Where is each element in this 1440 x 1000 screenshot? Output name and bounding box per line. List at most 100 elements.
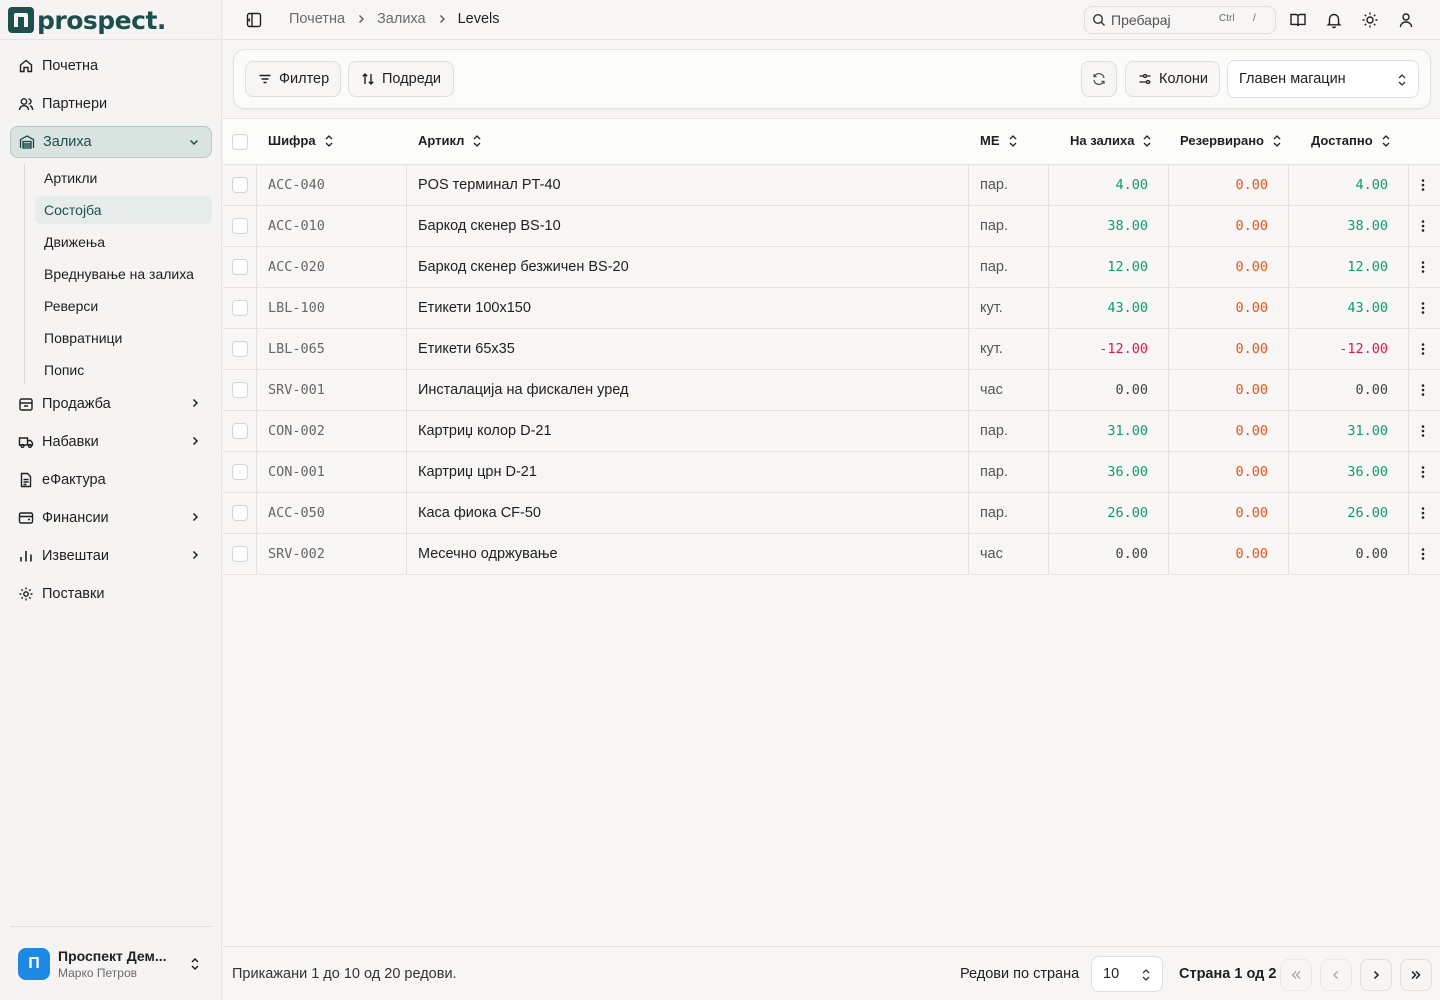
- book-icon[interactable]: [1289, 11, 1307, 29]
- table-row[interactable]: CON-002 Картриџ колор D-21 пар. 31.00 0.…: [223, 411, 1440, 452]
- column-header-reserved[interactable]: Резервирано: [1180, 133, 1283, 148]
- user-icon[interactable]: [1397, 11, 1415, 29]
- row-actions-icon[interactable]: [1416, 342, 1430, 356]
- next-page-button[interactable]: [1360, 959, 1392, 991]
- row-actions-icon[interactable]: [1416, 301, 1430, 315]
- sidebar-subitem-movements[interactable]: Движења: [44, 234, 106, 250]
- search-input[interactable]: Пребарај Ctrl /: [1084, 6, 1276, 34]
- row-checkbox[interactable]: [232, 546, 248, 562]
- table-row[interactable]: LBL-065 Етикети 65x35 кут. -12.00 0.00 -…: [223, 329, 1440, 370]
- cell-reserved: 0.00: [1235, 259, 1268, 275]
- avatar: П: [18, 948, 50, 980]
- sort-icon: [1009, 134, 1016, 147]
- breadcrumb-inventory[interactable]: Залиха: [377, 11, 426, 27]
- row-checkbox[interactable]: [232, 341, 248, 357]
- sun-icon[interactable]: [1361, 11, 1379, 29]
- cell-reserved: 0.00: [1235, 382, 1268, 398]
- table-row[interactable]: ACC-040 POS терминал PT-40 пар. 4.00 0.0…: [223, 165, 1440, 206]
- chevron-right-icon: [192, 512, 199, 522]
- cell-code: LBL-065: [268, 341, 325, 357]
- sidebar-subitem-returns[interactable]: Повратници: [44, 330, 123, 346]
- table-row[interactable]: SRV-001 Инсталација на фискален уред час…: [223, 370, 1440, 411]
- column-divider: [406, 452, 407, 492]
- sidebar-subitem-articles[interactable]: Артикли: [44, 170, 98, 186]
- row-actions-icon[interactable]: [1416, 547, 1430, 561]
- column-divider: [1408, 452, 1409, 492]
- sidebar-subitem-stocktake[interactable]: Попис: [44, 362, 85, 378]
- sort-button[interactable]: Подреди: [348, 61, 454, 97]
- row-actions-icon[interactable]: [1416, 219, 1430, 233]
- row-checkbox[interactable]: [232, 259, 248, 275]
- sidebar-item-sales[interactable]: Продажба: [10, 388, 212, 420]
- sidebar-item-partners[interactable]: Партнери: [10, 88, 212, 120]
- column-header-available[interactable]: Достапно: [1311, 133, 1392, 148]
- refresh-icon: [1093, 73, 1105, 85]
- column-header-code[interactable]: Шифра: [268, 133, 335, 148]
- column-divider: [968, 288, 969, 328]
- row-actions-icon[interactable]: [1416, 178, 1430, 192]
- row-actions-icon[interactable]: [1416, 424, 1430, 438]
- sidebar-item-purchases[interactable]: Набавки: [10, 426, 212, 458]
- table-row[interactable]: ACC-050 Каса фиока CF-50 пар. 26.00 0.00…: [223, 493, 1440, 534]
- sidebar-subitem-valuation[interactable]: Вреднување на залиха: [44, 266, 194, 282]
- sidebar-item-label: Партнери: [42, 96, 108, 112]
- table-row[interactable]: ACC-010 Баркод скенер BS-10 пар. 38.00 0…: [223, 206, 1440, 247]
- sidebar-item-home[interactable]: Почетна: [10, 50, 212, 82]
- column-header-unit[interactable]: МЕ: [980, 133, 1019, 148]
- row-checkbox[interactable]: [232, 382, 248, 398]
- sidebar-item-einvoice[interactable]: еФактура: [10, 464, 212, 496]
- divider: [0, 39, 222, 40]
- user-menu[interactable]: П Проспект Дем... Марко Петров: [18, 946, 212, 982]
- cell-stock: 0.00: [1115, 546, 1148, 562]
- row-checkbox[interactable]: [232, 300, 248, 316]
- column-header-article[interactable]: Артикл: [418, 133, 483, 148]
- row-actions-icon[interactable]: [1416, 383, 1430, 397]
- breadcrumb-home[interactable]: Почетна: [289, 11, 346, 27]
- table-row[interactable]: LBL-100 Етикети 100x150 кут. 43.00 0.00 …: [223, 288, 1440, 329]
- sidebar-item-label: Залиха: [43, 134, 92, 150]
- cell-available: 12.00: [1347, 259, 1388, 275]
- select-all-checkbox[interactable]: [232, 134, 248, 150]
- sidebar-toggle-icon[interactable]: [245, 11, 263, 29]
- row-checkbox[interactable]: [232, 464, 248, 480]
- row-checkbox[interactable]: [232, 177, 248, 193]
- sidebar-subitem-levels[interactable]: Состојба: [35, 196, 212, 224]
- row-checkbox[interactable]: [232, 423, 248, 439]
- refresh-button[interactable]: [1081, 61, 1117, 97]
- table-row[interactable]: CON-001 Картриџ црн D-21 пар. 36.00 0.00…: [223, 452, 1440, 493]
- row-actions-icon[interactable]: [1416, 506, 1430, 520]
- search-placeholder: Пребарај: [1111, 12, 1171, 28]
- columns-button[interactable]: Колони: [1125, 61, 1220, 97]
- bell-icon[interactable]: [1325, 11, 1343, 29]
- row-checkbox[interactable]: [232, 505, 248, 521]
- table-row[interactable]: ACC-020 Баркод скенер безжичен BS-20 пар…: [223, 247, 1440, 288]
- warehouse-select[interactable]: Главен магацин: [1227, 60, 1419, 98]
- table-row[interactable]: SRV-002 Месечно одржување час 0.00 0.00 …: [223, 534, 1440, 575]
- filter-button[interactable]: Филтер: [245, 61, 341, 97]
- column-divider: [256, 165, 257, 205]
- column-divider: [406, 165, 407, 205]
- gear-icon: [18, 586, 34, 602]
- column-header-stock[interactable]: На залиха: [1070, 133, 1153, 148]
- column-divider: [1408, 534, 1409, 574]
- cell-code: LBL-100: [268, 300, 325, 316]
- sidebar-subitem-reverses[interactable]: Реверси: [44, 298, 99, 314]
- column-divider: [1288, 370, 1289, 410]
- sidebar-item-inventory[interactable]: Залиха: [10, 126, 212, 158]
- previous-page-button[interactable]: [1320, 959, 1352, 991]
- row-checkbox[interactable]: [232, 218, 248, 234]
- app-logo[interactable]: prospect.: [8, 4, 166, 36]
- sidebar-item-finance[interactable]: Финансии: [10, 502, 212, 534]
- first-page-button[interactable]: [1280, 959, 1312, 991]
- rows-per-page-select[interactable]: 10: [1091, 956, 1163, 992]
- row-actions-icon[interactable]: [1416, 465, 1430, 479]
- sidebar-item-reports[interactable]: Извештаи: [10, 540, 212, 572]
- sidebar-item-settings[interactable]: Поставки: [10, 578, 212, 610]
- sidebar-nav: Почетна Партнери Залиха Артикли Состојба…: [10, 50, 212, 616]
- row-actions-icon[interactable]: [1416, 260, 1430, 274]
- last-page-button[interactable]: [1400, 959, 1432, 991]
- cell-stock: 36.00: [1107, 464, 1148, 480]
- sort-icon: [1382, 134, 1390, 147]
- cell-unit: час: [980, 382, 1003, 398]
- sort-icon: [1144, 134, 1151, 147]
